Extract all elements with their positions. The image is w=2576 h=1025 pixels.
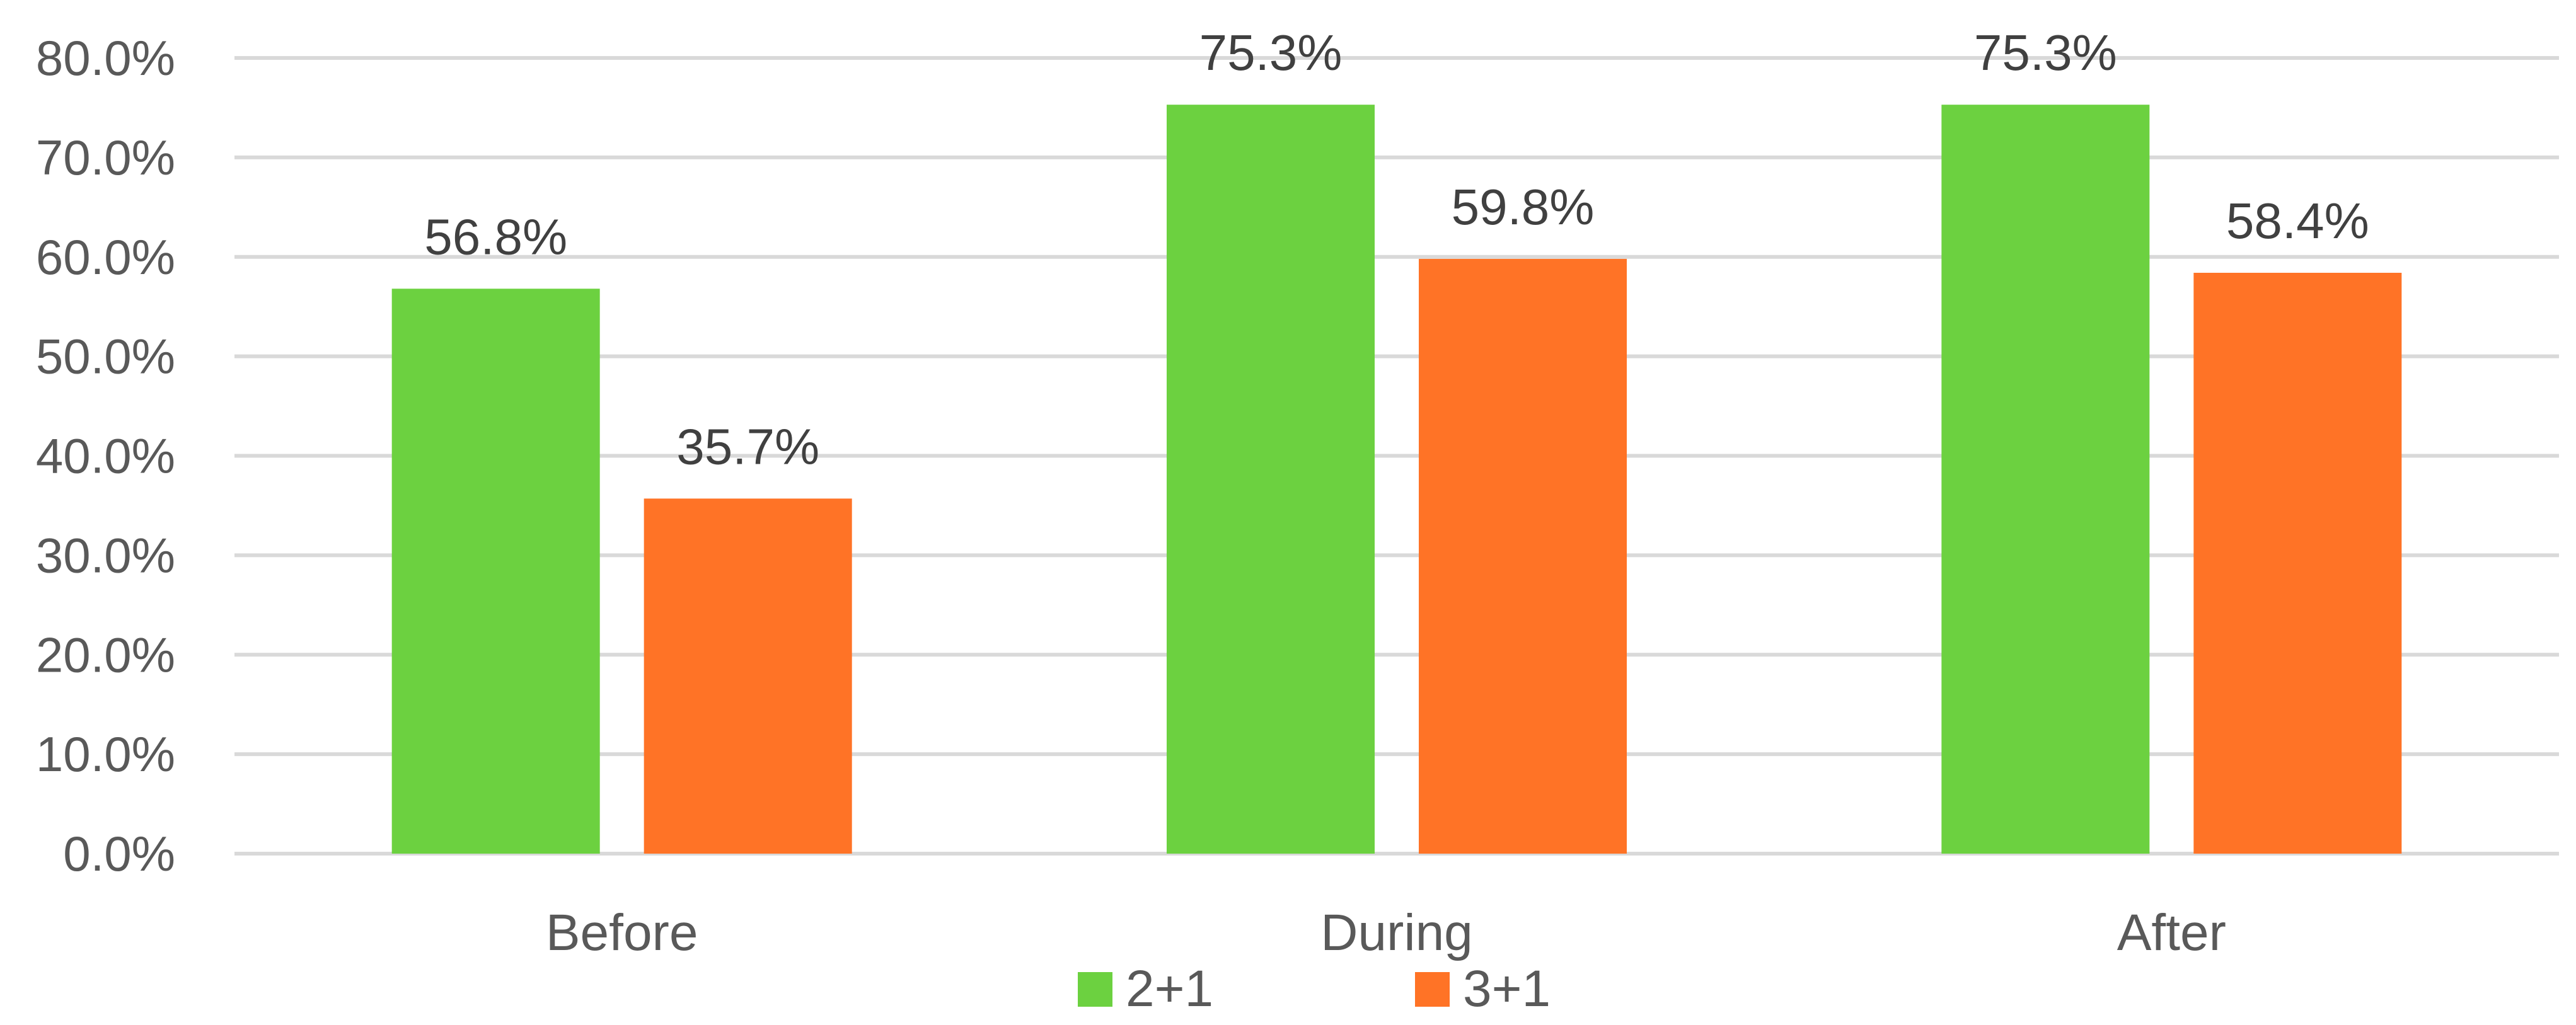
category-label: Before: [546, 904, 698, 961]
bar-2+1-before: [391, 289, 600, 854]
category-label: During: [1320, 904, 1473, 961]
legend: 2+1 3+1: [1078, 960, 1551, 1017]
bar-3+1-before: [644, 498, 852, 854]
bars: [391, 105, 2402, 854]
data-label: 56.8%: [424, 209, 567, 265]
legend-swatch: [1415, 972, 1450, 1007]
data-label: 58.4%: [2226, 193, 2369, 249]
category-label: After: [2117, 904, 2226, 961]
y-tick-label: 30.0%: [36, 527, 175, 583]
y-tick-label: 40.0%: [36, 428, 175, 484]
legend-swatch: [1078, 972, 1112, 1007]
legend-label: 2+1: [1126, 960, 1213, 1017]
y-axis-tick-labels: 0.0% 10.0% 20.0% 30.0% 40.0% 50.0% 60.0% 70.0% 8…: [36, 30, 175, 881]
data-label: 75.3%: [1199, 25, 1343, 81]
y-tick-label: 60.0%: [36, 229, 175, 285]
bar-3+1-during: [1419, 258, 1627, 854]
data-labels: 56.8% 35.7% 75.3% 59.8% 75.3% 58.4%: [424, 25, 2369, 474]
y-tick-label: 20.0%: [36, 627, 175, 682]
data-label: 75.3%: [1974, 25, 2117, 81]
x-axis-category-labels: Before During After: [546, 904, 2226, 961]
y-tick-label: 0.0%: [63, 826, 175, 881]
bar-2+1-during: [1167, 105, 1375, 854]
y-tick-label: 10.0%: [36, 726, 175, 782]
y-tick-label: 50.0%: [36, 329, 175, 384]
bar-3+1-after: [2193, 273, 2402, 854]
data-label: 59.8%: [1452, 179, 1595, 235]
bar-2+1-after: [1941, 105, 2150, 854]
legend-label: 3+1: [1463, 960, 1551, 1017]
gridlines: [234, 56, 2559, 856]
data-label: 35.7%: [676, 418, 819, 474]
y-tick-label: 80.0%: [36, 30, 175, 86]
y-tick-label: 70.0%: [36, 130, 175, 185]
